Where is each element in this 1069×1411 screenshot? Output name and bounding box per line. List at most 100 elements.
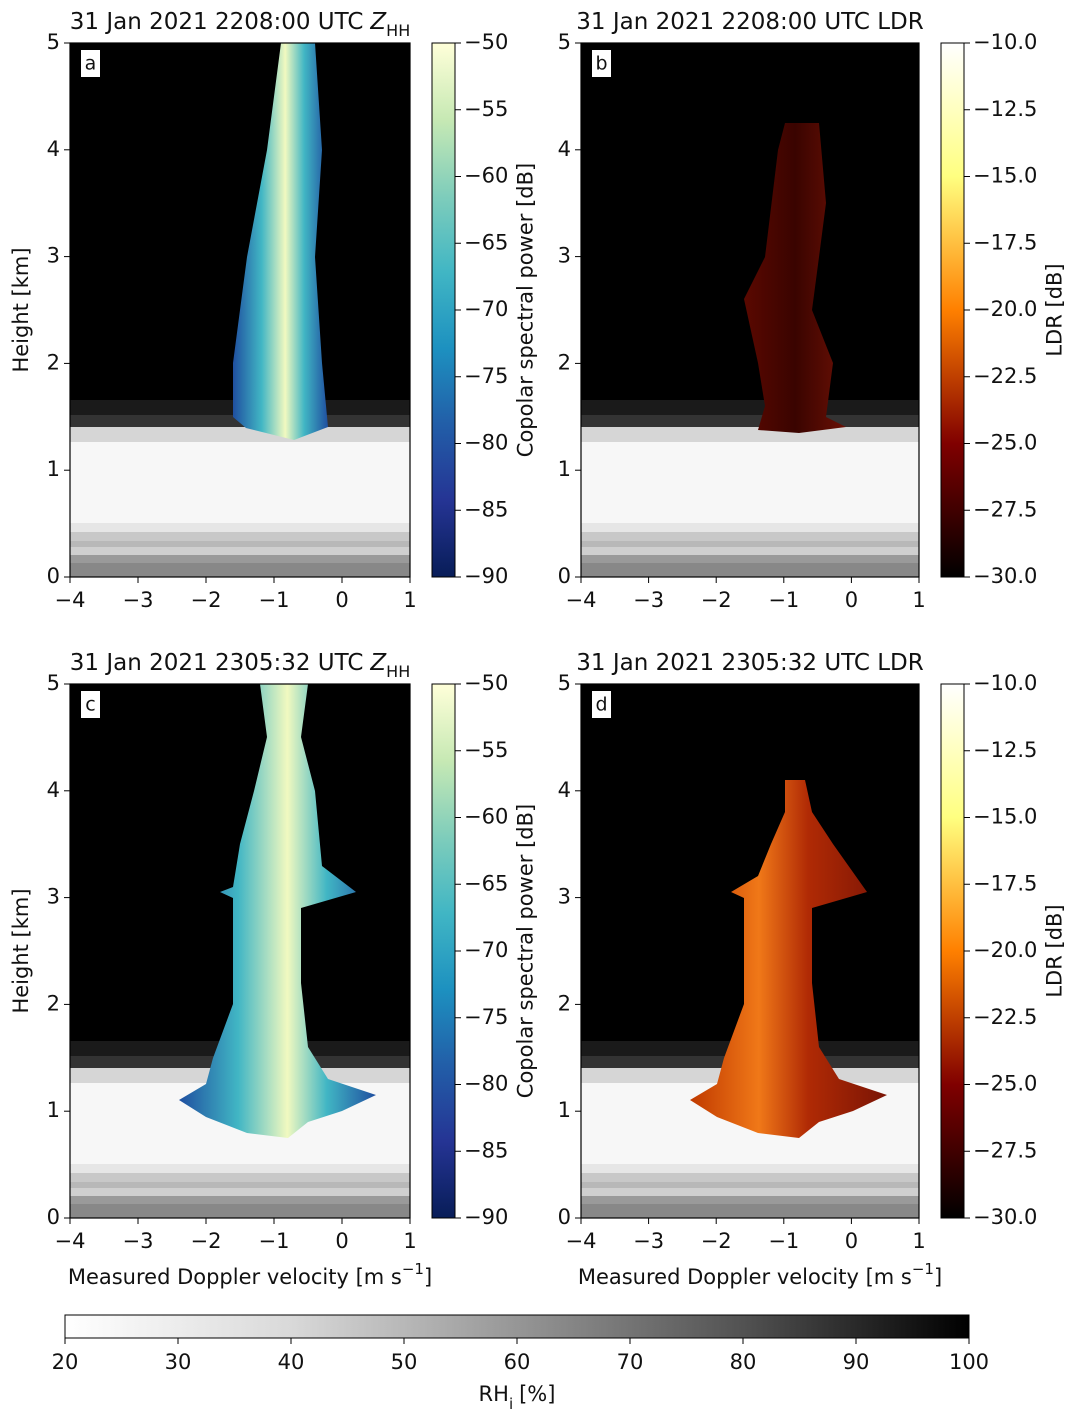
y-tick-label: 2 bbox=[47, 991, 60, 1015]
spectrum bbox=[179, 684, 376, 1138]
y-tick-label: 0 bbox=[47, 1205, 60, 1229]
colorbar-tick-label: −85 bbox=[464, 1138, 508, 1162]
x-label-end: ] bbox=[934, 1265, 942, 1289]
y-tick-label: 3 bbox=[558, 244, 571, 268]
y-tick-label: 2 bbox=[558, 350, 571, 374]
y-tick-label: 0 bbox=[47, 564, 60, 588]
x-tick-label: −3 bbox=[633, 588, 664, 612]
colorbar-tick-label: −85 bbox=[464, 497, 508, 521]
colorbar-tick-label: 60 bbox=[504, 1350, 531, 1374]
x-tick-label: −4 bbox=[566, 1229, 597, 1253]
x-axis-label: Measured Doppler velocity [m s−1] bbox=[578, 1260, 942, 1290]
colorbar-tick-label: −65 bbox=[464, 871, 508, 895]
title-text: 31 Jan 2021 2305:32 UTC LDR bbox=[576, 650, 923, 676]
label-end: [%] bbox=[519, 1382, 555, 1406]
y-tick-label: 3 bbox=[47, 244, 60, 268]
x-tick-label: −1 bbox=[768, 1229, 799, 1253]
y-tick-label: 4 bbox=[558, 137, 571, 161]
colorbar bbox=[64, 1314, 970, 1339]
spectrum bbox=[744, 123, 846, 433]
colorbar-tick-label: −27.5 bbox=[973, 1138, 1037, 1162]
panel-title: 31 Jan 2021 2305:32 UTC ZHH bbox=[70, 650, 410, 682]
colorbar bbox=[431, 42, 456, 578]
title-text: 31 Jan 2021 2305:32 UTC bbox=[70, 650, 364, 676]
panel-title: 31 Jan 2021 2208:00 UTC ZHH bbox=[70, 9, 410, 41]
y-tick-label: 1 bbox=[47, 1098, 60, 1122]
spectrum bbox=[233, 43, 328, 440]
colorbar bbox=[431, 683, 456, 1219]
colorbar bbox=[940, 42, 965, 578]
x-tick-label: −1 bbox=[768, 588, 799, 612]
x-tick-label: −2 bbox=[701, 588, 732, 612]
y-tick-label: 5 bbox=[47, 30, 60, 54]
panel-title: 31 Jan 2021 2305:32 UTC LDR bbox=[576, 650, 923, 676]
y-tick-label: 0 bbox=[558, 564, 571, 588]
colorbar-tick-label: 80 bbox=[730, 1350, 757, 1374]
colorbar-tick-label: −10.0 bbox=[973, 30, 1037, 54]
y-tick-label: 1 bbox=[558, 457, 571, 481]
panel-label-box bbox=[81, 691, 100, 718]
panel-label: b bbox=[595, 53, 607, 75]
x-tick-label: −1 bbox=[259, 1229, 290, 1253]
x-label-sup: −1 bbox=[912, 1260, 934, 1278]
colorbar-label: LDR [dB] bbox=[1042, 904, 1066, 997]
x-tick-label: 0 bbox=[845, 588, 858, 612]
plot-frame bbox=[580, 42, 920, 578]
x-tick-label: −4 bbox=[55, 588, 86, 612]
plot-frame bbox=[69, 42, 411, 578]
colorbar-tick-label: −27.5 bbox=[973, 497, 1037, 521]
colorbar-tick-label: −55 bbox=[464, 738, 508, 762]
colorbar-tick-label: 90 bbox=[843, 1350, 870, 1374]
colorbar-tick-label: −25.0 bbox=[973, 431, 1037, 455]
colorbar-tick-label: −10.0 bbox=[973, 671, 1037, 695]
x-label-text: Measured Doppler velocity [m s bbox=[578, 1265, 912, 1289]
y-tick-label: 1 bbox=[558, 1098, 571, 1122]
x-tick-label: 0 bbox=[845, 1229, 858, 1253]
x-tick-label: −3 bbox=[633, 1229, 664, 1253]
colorbar-tick-label: −70 bbox=[464, 297, 508, 321]
colorbar-tick-label: −22.5 bbox=[973, 1005, 1037, 1029]
x-tick-label: −1 bbox=[259, 588, 290, 612]
title-symbol: Z bbox=[369, 9, 387, 35]
spectrum bbox=[690, 780, 887, 1138]
colorbar-tick-label: −17.5 bbox=[973, 871, 1037, 895]
panel-label: d bbox=[595, 694, 607, 716]
colorbar-tick-label: 50 bbox=[391, 1350, 418, 1374]
title-sub: HH bbox=[386, 21, 410, 40]
colorbar-label: Copolar spectral power [dB] bbox=[513, 804, 537, 1098]
y-tick-label: 4 bbox=[47, 137, 60, 161]
x-tick-label: 1 bbox=[403, 588, 416, 612]
colorbar-tick-label: −30.0 bbox=[973, 1205, 1037, 1229]
colorbar-tick-label: −80 bbox=[464, 1072, 508, 1096]
colorbar-tick-label: −25.0 bbox=[973, 1072, 1037, 1096]
colorbar-tick-label: −17.5 bbox=[973, 230, 1037, 254]
colorbar-tick-label: 70 bbox=[617, 1350, 644, 1374]
y-tick-label: 2 bbox=[47, 350, 60, 374]
colorbar-tick-label: −12.5 bbox=[973, 97, 1037, 121]
colorbar-tick-label: −50 bbox=[464, 30, 508, 54]
x-label-sup: −1 bbox=[402, 1260, 424, 1278]
x-tick-label: −2 bbox=[701, 1229, 732, 1253]
x-label-end: ] bbox=[424, 1265, 432, 1289]
panel-label-box bbox=[592, 691, 611, 718]
y-tick-label: 4 bbox=[558, 778, 571, 802]
x-tick-label: −4 bbox=[55, 1229, 86, 1253]
x-axis-label: Measured Doppler velocity [m s−1] bbox=[68, 1260, 432, 1290]
colorbar-tick-label: 100 bbox=[949, 1350, 989, 1374]
colorbar-tick-label: −20.0 bbox=[973, 297, 1037, 321]
y-tick-label: 5 bbox=[47, 671, 60, 695]
colorbar-tick-label: −22.5 bbox=[973, 364, 1037, 388]
x-label-text: Measured Doppler velocity [m s bbox=[68, 1265, 402, 1289]
colorbar-tick-label: −12.5 bbox=[973, 738, 1037, 762]
x-tick-label: −3 bbox=[123, 588, 154, 612]
panel-label-box bbox=[592, 50, 611, 77]
y-tick-label: 5 bbox=[558, 671, 571, 695]
colorbar-tick-label: −75 bbox=[464, 1005, 508, 1029]
y-tick-label: 5 bbox=[558, 30, 571, 54]
label-text: RH bbox=[479, 1382, 509, 1406]
y-axis-label: Height [km] bbox=[9, 888, 33, 1013]
y-tick-label: 3 bbox=[47, 885, 60, 909]
colorbar-tick-label: 30 bbox=[165, 1350, 192, 1374]
x-tick-label: 1 bbox=[912, 588, 925, 612]
